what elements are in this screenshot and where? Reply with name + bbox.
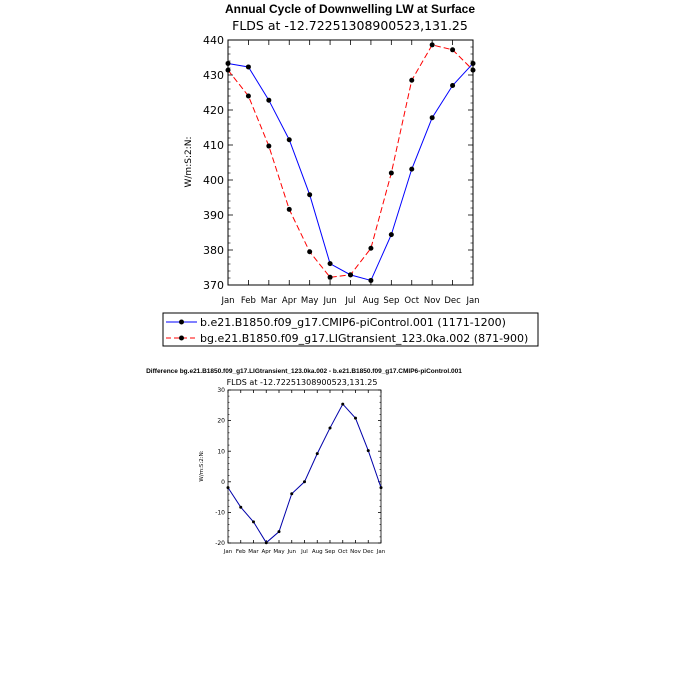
diff-series-1-point [264,541,268,545]
diff-x-tick-label: Jun [286,549,296,555]
main-plot-area: Jan Feb Mar Apr May Jun Jul Aug Sep Oct Nov Dec Jan 3… [203,34,480,306]
main-x-tick-label: Mar [261,296,278,306]
main-x-tick-label: May [301,296,319,306]
diff-series-1-point [226,486,230,490]
diff-x-tick-label: May [273,549,285,555]
diff-series-1-point [252,520,255,524]
diff-series-1-point [354,416,357,420]
diff-series-1-point [341,402,345,406]
diff-y-tick-label: 20 [217,418,225,425]
diff-x-tick-label: Feb [236,549,246,555]
main-chart-legend: b.e21.B1850.f09_g17.CMIP6-piControl.001 … [162,312,539,347]
diff-y-tick-label: -10 [215,510,225,517]
main-series-1-point [266,97,272,103]
diff-series-1-point [379,486,383,490]
main-series-2-point [348,272,353,278]
main-series-1-point [388,232,394,238]
main-series-2-point [307,249,313,255]
main-y-tick-label: 380 [203,244,224,257]
main-series-2-point [409,77,415,83]
main-x-tick-label: Feb [241,296,256,306]
main-series-2-point [388,170,394,176]
diff-y-tick-label: 0 [221,479,225,486]
diff-x-tick-label: Aug [312,549,323,555]
main-series-2-point [327,274,333,280]
legend-label-series-1: b.e21.B1850.f09_g17.CMIP6-piControl.001 … [200,316,506,329]
main-series-1-point [450,83,456,88]
main-series-1-point [225,60,231,66]
main-x-tick-label: Jul [344,296,355,306]
main-plot-frame [227,39,474,286]
diff-series-1-point [239,505,243,509]
diff-series-1-point [303,480,306,484]
main-x-tick-label: Jun [322,296,336,306]
legend-label-series-2: bg.e21.B1850.f09_g17.LIGtransient_123.0k… [200,332,528,345]
main-series-2-point [429,42,435,48]
diff-y-tick-label: 10 [217,448,225,455]
main-series-1-point [307,192,313,198]
main-x-tick-label: Aug [363,296,380,306]
main-y-tick-label: 390 [203,209,224,222]
diff-series-1-point [277,530,281,534]
main-series-2-point [225,67,231,73]
diff-chart-ylabel: W/m:S:2:N: [199,450,205,481]
main-chart-subtitle: FLDS at -12.72251308900523,131.25 [232,18,468,33]
diff-x-tick-label: Jan [376,549,386,555]
main-y-tick-label: 410 [203,139,224,152]
main-x-tick-label: Sep [383,296,399,306]
diff-x-tick-label: Dec [363,549,374,555]
main-series-1-point [409,166,415,172]
legend-box [162,312,539,347]
main-y-tick-label: 440 [203,34,224,47]
legend-marker-series-1 [179,319,184,325]
diff-y-tick-label: 30 [217,387,225,394]
main-x-tick-label: Nov [424,296,441,306]
main-series-1-point [286,137,292,143]
diff-x-tick-label: Sep [325,549,336,555]
main-x-tick-label: Apr [282,296,297,306]
diff-series-1-line [227,403,382,544]
main-x-tick-label: Jan [465,296,479,306]
main-series-1-point [327,261,333,267]
diff-x-tick-label: Apr [261,549,271,555]
main-y-tick-label: 400 [203,174,224,187]
diff-series-1-point [315,452,319,456]
diff-x-tick-label: Mar [248,549,259,555]
diff-series-1-point [328,426,332,430]
main-y-tick-label: 370 [203,279,224,292]
main-series-2-point [245,93,251,99]
main-series-2-line [227,44,474,278]
main-chart-ylabel: W/m:S:2:N: [184,137,194,188]
main-x-tick-label: Oct [404,296,419,306]
diff-series-1-point [366,449,370,453]
main-y-tick-label: 430 [203,69,224,82]
main-series-2-point [286,206,292,212]
main-series-2-point [450,47,456,53]
diff-x-tick-label: Nov [350,549,361,555]
main-series-2-point [470,67,476,73]
diff-x-tick-label: Jan [223,549,233,555]
diff-y-tick-label: -20 [215,540,225,547]
main-x-tick-label: Dec [444,296,461,306]
main-series-1-point [429,115,435,121]
main-series-2-point [266,143,272,149]
diff-plot-frame [227,389,382,544]
main-series-1-point [368,277,374,283]
diff-x-tick-label: Jul [300,549,308,555]
diff-series-1-point [290,492,294,496]
diff-plot-area: Jan Feb Mar Apr May Jun Jul Aug Sep Oct Nov Dec Jan-… [215,387,386,555]
main-chart-title: Annual Cycle of Downwelling LW at Surfac… [225,2,475,16]
legend-marker-series-2 [179,335,184,341]
main-y-tick-label: 420 [203,104,224,117]
diff-chart-subtitle: FLDS at -12.72251308900523,131.25 [227,378,378,387]
main-series-1-line [227,62,474,282]
main-series-2-point [368,245,374,251]
main-x-tick-label: Jan [220,296,234,306]
main-series-1-point [245,64,251,70]
diff-chart-title: Difference bg.e21.B1850.f09_g17.LIGtrans… [146,368,462,375]
diff-x-tick-label: Oct [338,549,348,555]
main-series-1-point [470,60,476,66]
